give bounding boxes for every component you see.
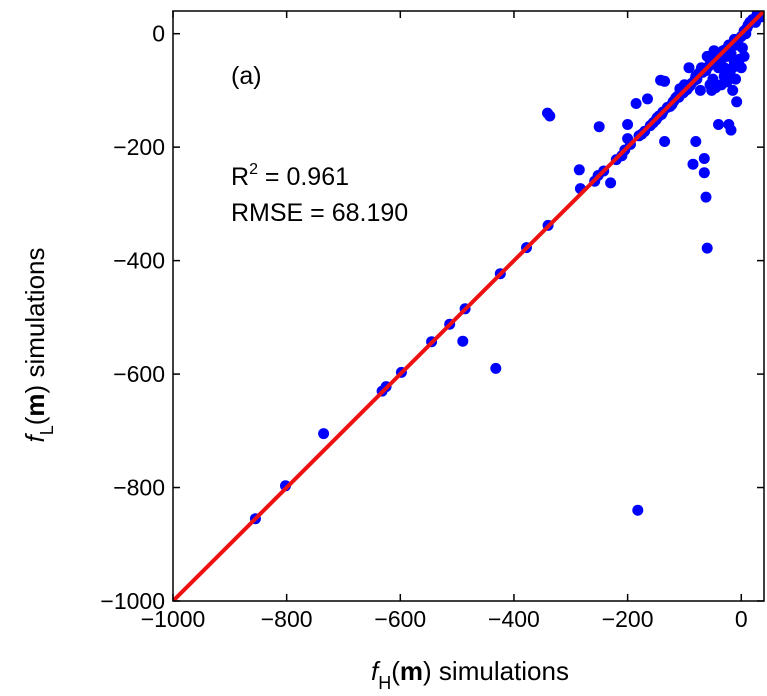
x-label-m: m bbox=[400, 656, 423, 686]
y-tick-label-4: −200 bbox=[113, 134, 165, 160]
data-point-87 bbox=[713, 119, 724, 130]
y-tick-labels: −1000 −800 −600 −400 −200 0 bbox=[100, 21, 165, 614]
r2-value: = 0.961 bbox=[258, 163, 349, 191]
data-point-8 bbox=[457, 335, 469, 347]
y-label-open: ( bbox=[20, 416, 50, 425]
data-point-30 bbox=[632, 504, 644, 516]
axis-ticks bbox=[172, 11, 764, 602]
data-point-20 bbox=[593, 121, 605, 133]
data-point-108 bbox=[730, 73, 742, 85]
data-point-75 bbox=[701, 242, 713, 254]
panel-label: (a) bbox=[231, 62, 262, 90]
data-point-118 bbox=[738, 50, 750, 62]
data-point-82 bbox=[707, 73, 719, 85]
y-tick-label-3: −400 bbox=[113, 248, 165, 274]
y-tick-label-2: −600 bbox=[113, 361, 165, 387]
x-label-subscript: H bbox=[378, 673, 391, 693]
data-point-10 bbox=[490, 362, 502, 374]
data-point-15 bbox=[544, 110, 556, 122]
data-point-102 bbox=[725, 124, 737, 136]
x-label-rest: ) simulations bbox=[423, 656, 569, 686]
r2-superscript: 2 bbox=[249, 161, 258, 178]
data-point-43 bbox=[659, 136, 671, 147]
x-axis-label: fH(m) simulations bbox=[371, 656, 569, 693]
x-tick-label-4: −200 bbox=[602, 606, 654, 632]
x-tick-label-3: −400 bbox=[488, 606, 540, 632]
r2-base: R bbox=[231, 163, 249, 191]
data-point-109 bbox=[731, 96, 743, 108]
data-point-29 bbox=[630, 98, 642, 109]
data-point-96 bbox=[721, 76, 733, 88]
x-label-open: ( bbox=[391, 656, 400, 686]
x-tick-label-5: 0 bbox=[735, 606, 748, 632]
data-point-34 bbox=[642, 93, 653, 105]
data-point-26 bbox=[622, 119, 634, 130]
y-tick-label-1: −800 bbox=[113, 475, 165, 501]
data-point-59 bbox=[683, 62, 695, 74]
data-point-62 bbox=[687, 158, 699, 170]
data-point-71 bbox=[698, 153, 710, 164]
data-point-22 bbox=[605, 177, 617, 189]
data-point-2 bbox=[318, 428, 330, 440]
y-axis-label: fL(m) simulations bbox=[20, 248, 57, 443]
data-point-17 bbox=[573, 164, 585, 176]
x-tick-label-1: −800 bbox=[261, 606, 313, 632]
y-label-subscript: L bbox=[37, 425, 57, 435]
x-tick-label-2: −600 bbox=[374, 606, 426, 632]
plot-area-frame bbox=[172, 10, 765, 602]
data-point-72 bbox=[698, 167, 710, 179]
fit-line bbox=[173, 11, 764, 601]
data-point-68 bbox=[694, 84, 706, 96]
data-point-73 bbox=[700, 191, 712, 203]
y-label-rest: ) simulations bbox=[20, 248, 50, 394]
data-point-115 bbox=[735, 62, 747, 74]
data-point-116 bbox=[736, 42, 748, 54]
y-label-f: f bbox=[20, 432, 50, 442]
y-tick-label-5: 0 bbox=[152, 21, 165, 47]
data-point-105 bbox=[727, 84, 739, 96]
x-label-f: f bbox=[371, 656, 381, 686]
data-point-44 bbox=[659, 75, 671, 87]
r2-annotation: R2 = 0.961 bbox=[231, 161, 349, 191]
x-tick-label-0: −1000 bbox=[141, 606, 206, 632]
y-label-m: m bbox=[20, 393, 50, 416]
data-point-65 bbox=[690, 136, 702, 147]
x-tick-labels: −1000 −800 −600 −400 −200 0 bbox=[141, 606, 748, 632]
data-point-103 bbox=[725, 48, 737, 59]
y-tick-label-0: −1000 bbox=[100, 588, 165, 614]
rmse-annotation: RMSE = 68.190 bbox=[231, 199, 408, 227]
